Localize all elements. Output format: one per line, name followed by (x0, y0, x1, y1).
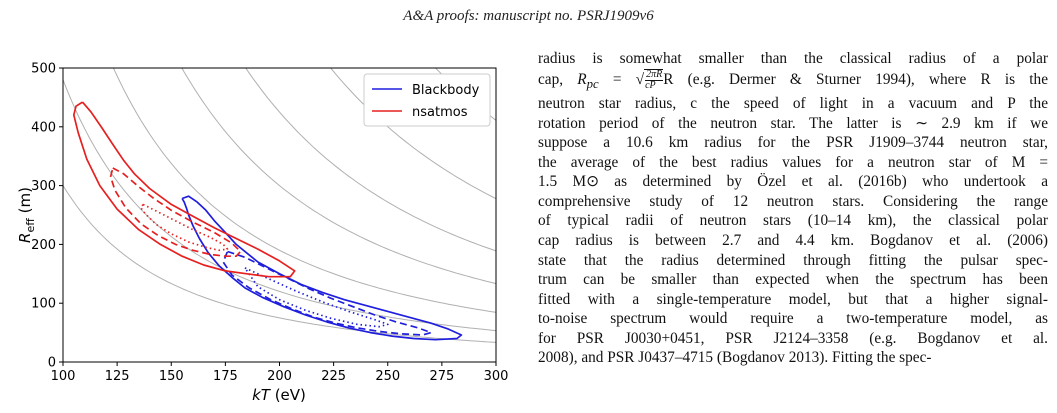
x-tick-label: 300 (484, 369, 509, 384)
text-line: for PSR J0030+0451, PSR J2124–3358 (e.g.… (538, 329, 1048, 347)
figure: 100 125 150 175 200 225 250 275 300 0 100 200 300 40… (0, 46, 515, 408)
formula-after: R (e.g. Dermer & Sturner 1994), where R … (663, 70, 1048, 88)
x-axis-label: kT (eV) (252, 386, 306, 404)
x-tick-label: 125 (105, 369, 130, 384)
y-tick-label: 100 (31, 297, 56, 312)
fraction-numerator: 2πR (645, 68, 664, 81)
y-tick-label: 300 (31, 179, 56, 194)
formula-eq: = (598, 70, 636, 88)
formula-lhs: R (577, 70, 587, 88)
formula-prefix: cap, (538, 70, 578, 88)
contour-blackbody-dotted (244, 267, 389, 328)
x-tick-label: 175 (213, 369, 238, 384)
formula-line: cap, Rpc = √ 2πR cP R (e.g. Dermer & Sturne… (538, 68, 1048, 95)
text-line: state that the radius determined through… (538, 251, 1048, 269)
running-header: A&A proofs: manuscript no. PSRJ1909v6 (403, 8, 654, 24)
background-curve (330, 68, 496, 200)
fraction: 2πR cP (645, 68, 664, 91)
text-line: trum can be smaller than expected when t… (538, 271, 1048, 289)
fraction-denominator: cP (645, 79, 656, 91)
body-text: radius is somewhat smaller than the clas… (538, 49, 1048, 368)
legend-label-blackbody: Blackbody (412, 83, 480, 98)
text-line: suppose a 10.6 km radius for the PSR J19… (538, 134, 1048, 152)
background-curve (63, 185, 496, 343)
contour-chart: 100 125 150 175 200 225 250 275 300 010020030040… (16, 62, 509, 405)
x-tick-label: 225 (321, 369, 346, 384)
contour-nsatmos-dotted (140, 203, 229, 252)
text-line: the average of the best radius values fo… (538, 153, 1048, 171)
background-curve (181, 68, 496, 285)
text-line: of typical radii of neutron stars (10–14… (538, 212, 1048, 230)
background-curves (63, 68, 496, 343)
sqrt-body: 2πR cP (644, 68, 664, 91)
contour-blackbody-dashed (222, 250, 432, 336)
y-tick-label: 0 (48, 356, 56, 371)
text-line: fitted with a single-temperature model, … (538, 290, 1048, 308)
text-line: cap radius is between 2.7 and 4.4 km. Bo… (538, 231, 1048, 249)
y-tick-label: 400 (31, 120, 56, 135)
x-tick-label: 150 (159, 369, 184, 384)
x-tick-label: 275 (429, 369, 454, 384)
background-curve (112, 68, 496, 313)
y-axis-ticks: 0 100 200 300 400 500 (31, 62, 63, 371)
text-line: 2008), and PSR J0437–4715 (Bogdanov 2013… (538, 349, 932, 367)
text-line: neutron star radius, c the speed of ligh… (538, 95, 1048, 113)
contour-blackbody-solid (181, 195, 463, 341)
contour-nsatmos-solid (72, 101, 296, 278)
text-line: 1.5 M⊙ as determined by Özel et al. (201… (538, 173, 1048, 191)
text-line: comprehensive study of 12 neutron stars.… (538, 192, 1048, 210)
formula-sub: pc (586, 76, 599, 91)
x-tick-label: 200 (267, 369, 292, 384)
x-tick-label: 250 (375, 369, 400, 384)
legend-label-nsatmos: nsatmos (412, 105, 468, 120)
series-layer (72, 101, 463, 341)
y-axis-label: Reff (m) (16, 187, 37, 243)
background-curve (63, 79, 496, 332)
legend-box (363, 73, 491, 127)
sqrt-sign: √ (635, 70, 645, 88)
y-tick-label: 200 (31, 238, 56, 253)
y-tick-label: 500 (31, 62, 56, 77)
x-axis-ticks: 100 125 150 175 200 225 250 275 300 (51, 362, 509, 384)
x-tick-label: 100 (51, 369, 76, 384)
text-line: rotation period of the neutron star. The… (538, 114, 1048, 132)
contour-nsatmos-dashed (109, 167, 242, 258)
text-line: radius is somewhat smaller than the clas… (538, 50, 1048, 67)
legend: Blackbody nsatmos (363, 73, 491, 127)
text-line: to-noise spectrum would require a two-te… (538, 310, 1048, 328)
background-curve (245, 68, 496, 252)
